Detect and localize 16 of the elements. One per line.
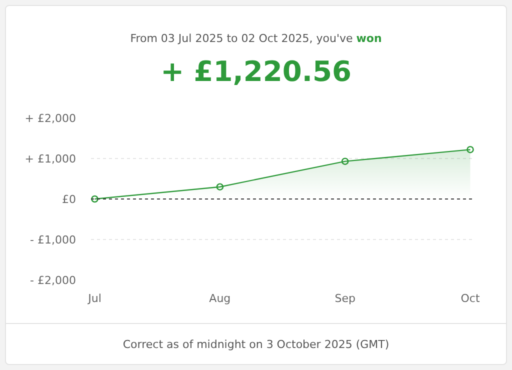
y-tick-label: + £2,000 <box>24 112 76 125</box>
x-tick-label: Oct <box>460 292 480 305</box>
chart-title: From 03 Jul 2025 to 02 Oct 2025, you've won <box>130 32 382 45</box>
chart-subtitle: + £1,220.56 <box>160 55 352 88</box>
point <box>216 183 224 190</box>
point <box>91 195 98 203</box>
y-tick-label: £0 <box>62 192 76 206</box>
point <box>341 158 349 165</box>
x-tick-label: Jul <box>87 292 102 305</box>
y-tick-label: + £1,000 <box>24 152 76 166</box>
y-tick-label: - £1,000 <box>30 233 76 246</box>
x-tick-label: Aug <box>209 292 231 305</box>
text: Correct as of midnight on 3 October 2025 (GMT) <box>6 323 506 365</box>
point <box>466 146 474 154</box>
x-tick-label: Sep <box>334 292 356 305</box>
y-tick-label: - £2,000 <box>30 274 76 287</box>
